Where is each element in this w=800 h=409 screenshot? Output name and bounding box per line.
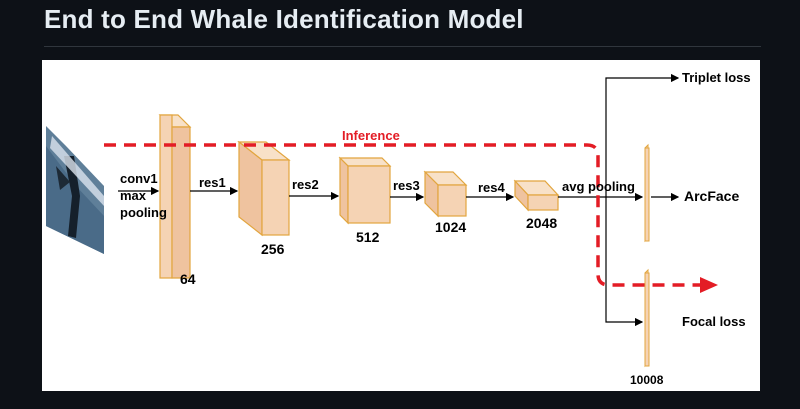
arcface-label: ArcFace bbox=[684, 188, 740, 204]
arcface-bar bbox=[644, 143, 650, 243]
res4-label: res4 bbox=[478, 180, 505, 195]
inference-arrowhead bbox=[700, 277, 718, 293]
heading-divider bbox=[44, 46, 761, 47]
res2-channels-label: 512 bbox=[356, 229, 380, 245]
res1-channels-label: 256 bbox=[261, 241, 285, 257]
whale-fluke-photo bbox=[46, 126, 104, 254]
focal-loss-label: Focal loss bbox=[682, 314, 746, 329]
inference-path bbox=[104, 143, 702, 287]
res1-label: res1 bbox=[199, 175, 226, 190]
inference-label: Inference bbox=[342, 128, 400, 143]
pool-label: avg pooling bbox=[562, 179, 635, 194]
arrow-focal bbox=[605, 197, 644, 327]
classes-count-label: 10008 bbox=[630, 373, 664, 387]
stem-op-label-1: conv1 bbox=[120, 171, 158, 186]
architecture-figure: Inference conv1 max pooling 64 res1 256 … bbox=[42, 60, 760, 391]
block-res4 bbox=[513, 179, 560, 212]
triplet-loss-label: Triplet loss bbox=[682, 70, 751, 85]
block-res3 bbox=[423, 170, 468, 218]
res3-channels-label: 1024 bbox=[435, 219, 467, 235]
stem-op-label-2: max bbox=[120, 188, 147, 203]
stem-op-label-3: pooling bbox=[120, 205, 167, 220]
page-title: End to End Whale Identification Model bbox=[44, 4, 524, 34]
res4-channels-label: 2048 bbox=[526, 215, 558, 231]
res2-label: res2 bbox=[292, 177, 319, 192]
stem-channels-label: 64 bbox=[180, 271, 196, 287]
focal-bar bbox=[644, 268, 650, 368]
arrow-triplet bbox=[605, 73, 680, 197]
block-res2 bbox=[338, 156, 392, 225]
network-diagram bbox=[104, 73, 718, 368]
res3-label: res3 bbox=[393, 178, 420, 193]
block-res1 bbox=[237, 140, 291, 237]
block-conv1 bbox=[158, 114, 192, 279]
